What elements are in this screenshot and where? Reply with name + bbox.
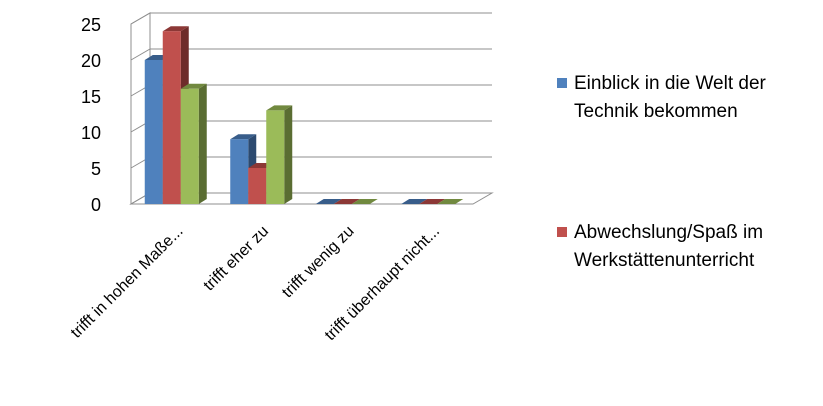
y-tick-label: 10 xyxy=(81,123,101,143)
bar-3-series-1 xyxy=(315,199,342,204)
y-tick-label: 25 xyxy=(81,15,101,35)
legend-swatch-series-1 xyxy=(557,78,567,88)
y-tick-label: 0 xyxy=(91,195,101,215)
legend-item-series-1: Einblick in die Welt der Technik bekomme… xyxy=(557,70,819,126)
bar-2-series-3 xyxy=(266,105,293,204)
legend-swatch-series-2 xyxy=(557,227,567,237)
bar-3-series-3 xyxy=(351,199,378,204)
bar-3-series-2 xyxy=(333,199,360,204)
y-tick-label: 20 xyxy=(81,51,101,71)
x-category-label-1: trifft in hohen Maße... xyxy=(68,223,187,342)
y-tick-label: 15 xyxy=(81,87,101,107)
y-axis-tick-labels: 0 5 10 15 20 25 xyxy=(81,15,101,215)
x-axis-category-labels: trifft in hohen Maße... trifft eher zu tri… xyxy=(68,223,443,344)
bars xyxy=(144,26,464,205)
bar-4-series-3 xyxy=(437,199,464,204)
y-tick-label: 5 xyxy=(91,159,101,179)
x-category-label-3: trifft wenig zu xyxy=(279,223,357,301)
legend-label-series-2: Abwechslung/Spaß im Werkstättenunterrich… xyxy=(574,222,764,271)
legend-label-series-1: Einblick in die Welt der Technik bekomme… xyxy=(574,73,766,122)
bar-4-series-2 xyxy=(419,199,446,204)
x-category-label-2: trifft eher zu xyxy=(201,223,273,295)
gridline xyxy=(130,12,492,25)
legend-item-series-2: Abwechslung/Spaß im Werkstättenunterrich… xyxy=(557,219,819,275)
bar-4-series-1 xyxy=(401,199,428,204)
bar-1-series-3 xyxy=(180,83,207,204)
